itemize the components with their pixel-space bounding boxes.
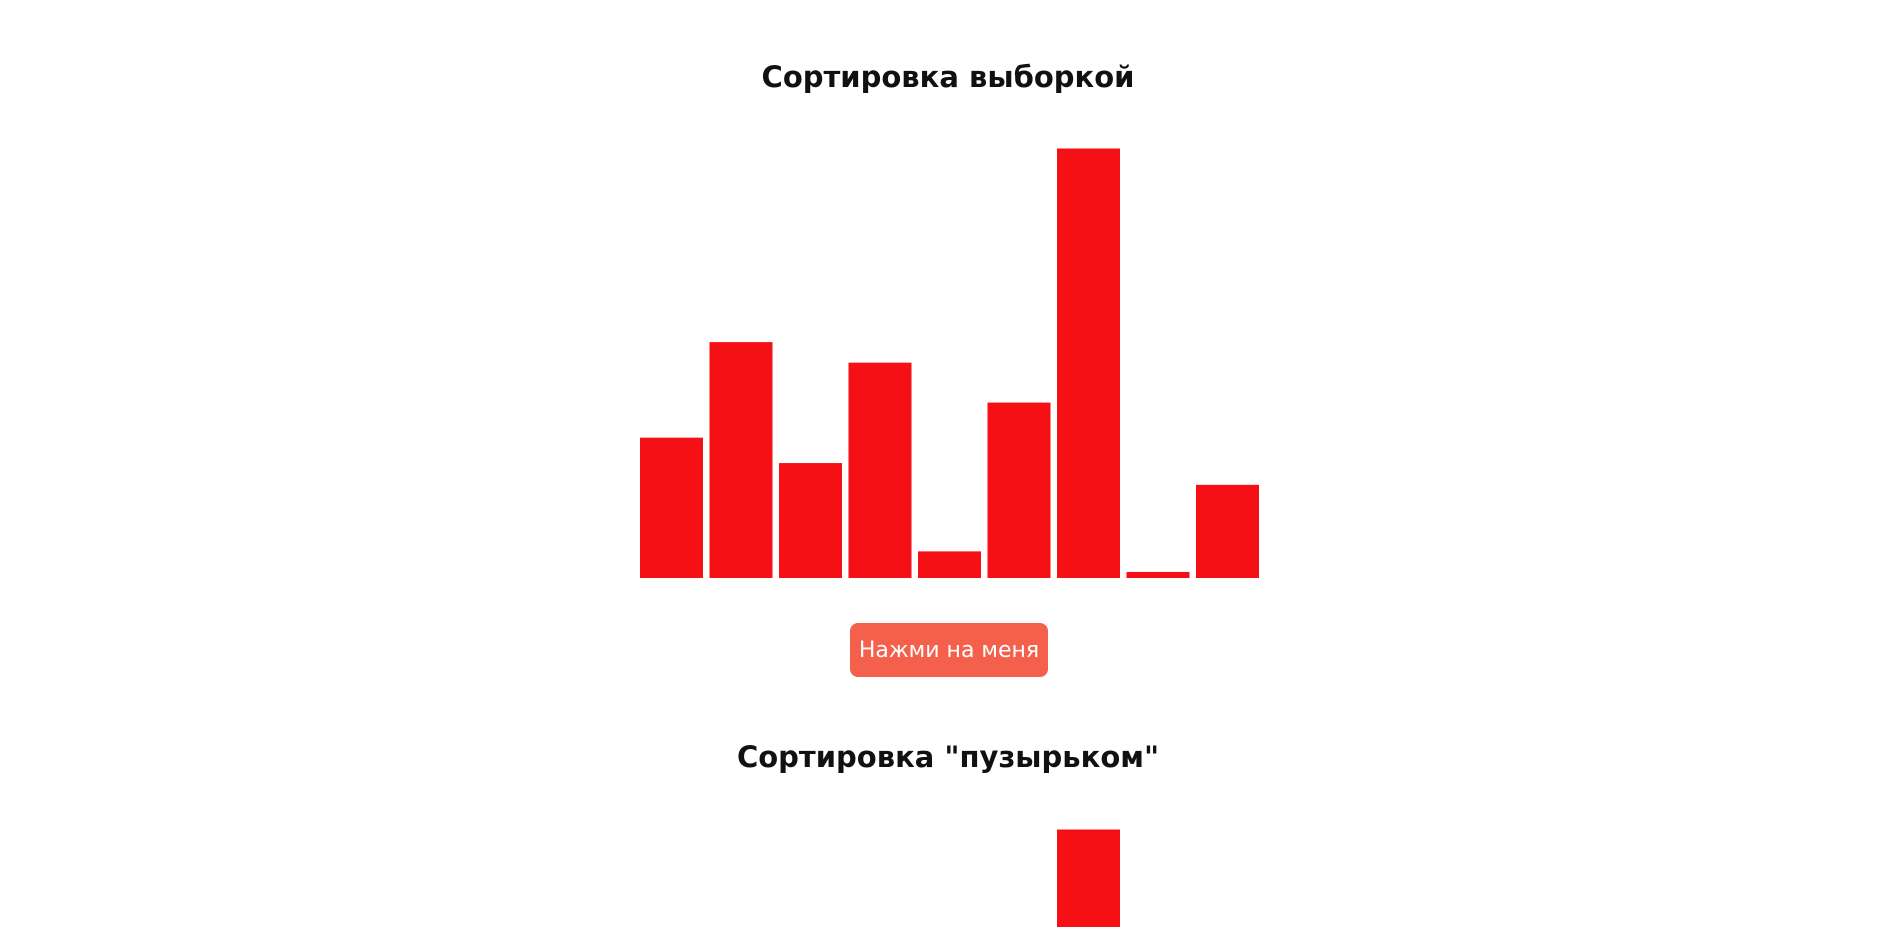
chart-title: Сортировка выборкой bbox=[762, 60, 1135, 94]
chart-title: Сортировка "пузырьком" bbox=[737, 740, 1159, 774]
bar bbox=[640, 437, 703, 578]
bar bbox=[1126, 571, 1190, 578]
bar bbox=[848, 362, 912, 578]
bar bbox=[1057, 829, 1120, 927]
bar bbox=[1057, 148, 1120, 578]
button[interactable]: Нажми на меня bbox=[850, 623, 1048, 677]
bar bbox=[709, 342, 773, 578]
bar bbox=[987, 402, 1051, 578]
bar bbox=[1196, 484, 1259, 578]
bar bbox=[918, 551, 981, 578]
button-bg bbox=[850, 623, 1048, 677]
button-label: Нажми на меня bbox=[859, 638, 1039, 663]
bar bbox=[779, 463, 842, 578]
